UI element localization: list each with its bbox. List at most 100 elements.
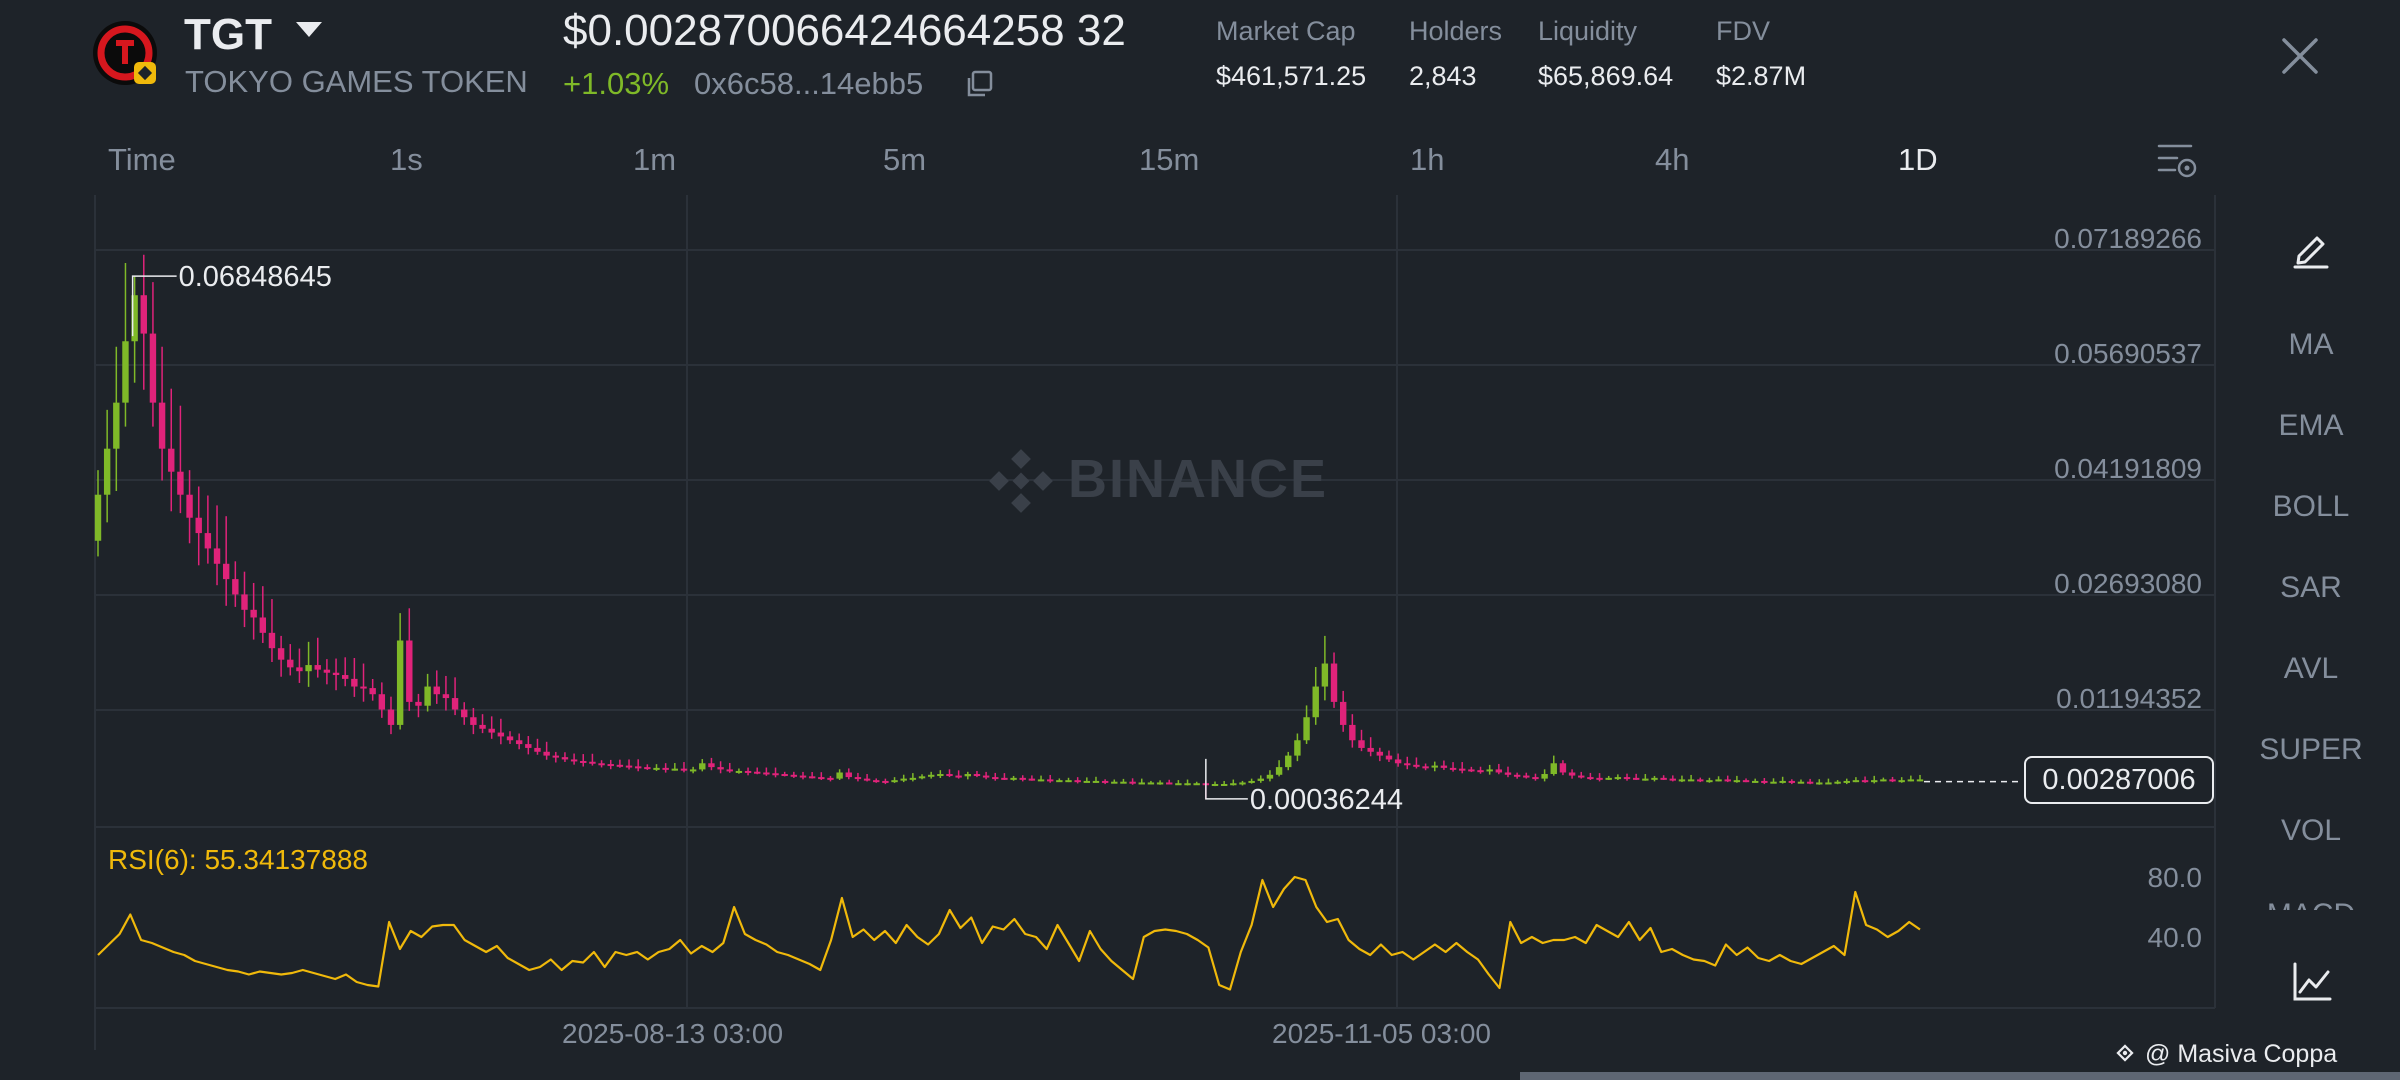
candle-body xyxy=(1404,763,1411,766)
candle-body xyxy=(131,295,138,342)
candle-body xyxy=(1898,780,1905,783)
stat-label: FDV xyxy=(1716,16,1770,46)
candle-body xyxy=(1889,779,1896,782)
candle-body xyxy=(946,774,953,777)
candle-body xyxy=(1642,778,1649,781)
candle-body xyxy=(873,780,880,783)
candle-body xyxy=(992,777,999,780)
watermark: BINANCE xyxy=(1068,449,1329,509)
tab-15m[interactable]: 15m xyxy=(1139,142,1200,177)
tab-1s[interactable]: 1s xyxy=(390,142,423,177)
candle-body xyxy=(927,774,935,777)
rsi-title: RSI(6): 55.34137888 xyxy=(108,844,368,875)
candle-body xyxy=(1083,780,1091,783)
candle-body xyxy=(1175,783,1182,786)
tab-4h[interactable]: 4h xyxy=(1655,142,1690,177)
candle-body xyxy=(1532,777,1539,780)
candle-body xyxy=(1138,782,1145,785)
candle-body xyxy=(726,769,733,772)
indicator-super[interactable]: SUPER xyxy=(2259,733,2363,766)
candle-body xyxy=(634,766,642,769)
indicator-ema[interactable]: EMA xyxy=(2278,409,2344,442)
candle-body xyxy=(1449,767,1457,770)
candle-body xyxy=(360,686,367,689)
token-symbol[interactable]: TGT xyxy=(184,10,272,59)
rsi-axis: 80.0 40.0 xyxy=(2148,862,2203,953)
chart-settings-icon[interactable] xyxy=(2155,140,2199,180)
low-marker-line xyxy=(1205,758,1248,800)
candle-body xyxy=(1504,772,1512,775)
token-header: TGT TOKYO GAMES TOKEN $0.002870066424664… xyxy=(0,0,2400,120)
contract-address: 0x6c58...14ebb5 xyxy=(694,66,924,101)
candle-body xyxy=(451,698,459,710)
candle-body xyxy=(607,764,614,767)
chevron-down-icon[interactable] xyxy=(296,22,322,37)
candle-body xyxy=(415,701,422,706)
candle-body xyxy=(699,763,706,770)
candle-body xyxy=(1431,765,1438,768)
candle-body xyxy=(543,751,550,756)
indicator-sar[interactable]: SAR xyxy=(2280,571,2342,604)
indicator-boll[interactable]: BOLL xyxy=(2272,490,2350,523)
candle-body xyxy=(1285,755,1292,768)
x-axis-label: 2025-08-13 03:00 xyxy=(562,1018,784,1049)
close-icon[interactable] xyxy=(2278,34,2322,78)
candle-body xyxy=(213,548,221,564)
tab-5m[interactable]: 5m xyxy=(883,142,927,177)
price-tick-label: 0.05690537 xyxy=(2054,338,2202,369)
chart-annotations: 0.06848645 0.00036244 xyxy=(131,261,2022,816)
candle-body xyxy=(1587,777,1594,780)
candle-body xyxy=(689,769,697,772)
indicator-vol[interactable]: VOL xyxy=(2280,814,2342,847)
indicator-avl[interactable]: AVL xyxy=(2283,652,2339,685)
candle-body xyxy=(1632,777,1640,780)
candle-body xyxy=(1614,777,1622,780)
candle-body xyxy=(515,740,523,745)
copy-icon[interactable] xyxy=(965,70,993,98)
candle-body xyxy=(772,773,779,776)
tab-time[interactable]: Time xyxy=(108,142,176,177)
candle-body xyxy=(1220,783,1228,786)
candle-body xyxy=(570,759,578,762)
candle-body xyxy=(717,767,724,770)
candle-body xyxy=(744,770,752,773)
candle-body xyxy=(1092,780,1100,783)
candle-body xyxy=(754,771,761,774)
candle-body xyxy=(1541,774,1548,779)
candle-body xyxy=(1459,768,1466,771)
candle-body xyxy=(1422,766,1429,769)
candle-body xyxy=(1376,751,1384,756)
candle-body xyxy=(1156,782,1164,785)
indicator-macd[interactable]: MACD xyxy=(2258,900,2364,910)
horizontal-scrollbar[interactable] xyxy=(1520,1072,2400,1080)
candle-body xyxy=(158,402,166,449)
candle-body xyxy=(1852,780,1860,783)
current-price-label: 0.00287006 xyxy=(2024,756,2214,804)
tab-1d[interactable]: 1D xyxy=(1898,142,1938,177)
candle-body xyxy=(1724,779,1731,782)
candle-body xyxy=(1046,779,1054,782)
price-change: +1.03% xyxy=(563,66,670,101)
candle-body xyxy=(1605,777,1612,780)
candle-body xyxy=(625,765,633,768)
candle-body xyxy=(1193,783,1200,786)
chart-grid xyxy=(94,195,2216,1050)
candle-body xyxy=(1010,777,1017,780)
pencil-icon[interactable] xyxy=(2289,226,2333,270)
candle-body xyxy=(378,694,386,710)
indicator-ma[interactable]: MA xyxy=(2288,328,2334,361)
candle-body xyxy=(1001,777,1008,780)
candle-body xyxy=(680,768,688,771)
candle-body xyxy=(332,672,340,676)
line-chart-icon[interactable] xyxy=(2290,960,2334,1004)
candle-body xyxy=(589,761,596,764)
tab-1h[interactable]: 1h xyxy=(1410,142,1445,177)
candle-body xyxy=(1623,777,1631,780)
candle-body xyxy=(1468,769,1475,772)
tab-1m[interactable]: 1m xyxy=(633,142,677,177)
candle-body xyxy=(1486,769,1493,772)
stat-fdv: FDV $2.87M xyxy=(1716,16,1806,92)
candle-body xyxy=(616,764,624,767)
candle-body xyxy=(305,665,312,672)
